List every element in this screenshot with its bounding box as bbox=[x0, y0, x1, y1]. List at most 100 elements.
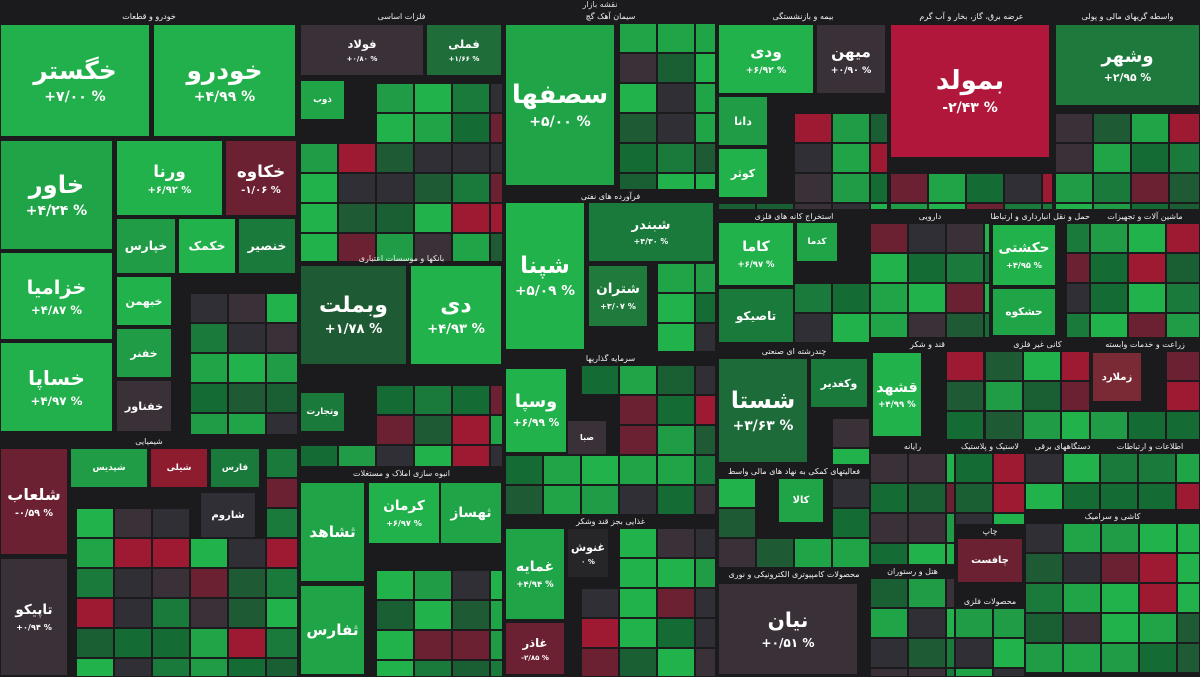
small-tile bbox=[228, 658, 266, 677]
small-tile bbox=[928, 203, 966, 210]
small-tile bbox=[414, 570, 452, 600]
small-tile bbox=[190, 538, 228, 568]
small-tile bbox=[619, 53, 657, 83]
small-tile bbox=[490, 570, 503, 600]
small-tile bbox=[946, 543, 955, 565]
small-tile bbox=[946, 483, 955, 513]
small-tile bbox=[1055, 113, 1093, 143]
small-tile bbox=[985, 351, 1023, 381]
stock-tile: شیلی bbox=[150, 448, 208, 488]
small-tile bbox=[695, 173, 716, 190]
small-tile bbox=[490, 660, 503, 677]
small-tile bbox=[376, 203, 414, 233]
small-tile bbox=[266, 598, 298, 628]
small-tile bbox=[619, 485, 657, 515]
small-tile bbox=[152, 508, 190, 538]
small-tile bbox=[718, 478, 756, 508]
small-tile bbox=[619, 83, 657, 113]
small-tile bbox=[695, 455, 716, 485]
small-tile bbox=[955, 608, 993, 638]
small-tile bbox=[832, 538, 870, 568]
small-tile bbox=[414, 83, 452, 113]
small-tile bbox=[152, 658, 190, 677]
small-tile bbox=[832, 508, 870, 538]
stock-change: +۳/۰۷ % bbox=[600, 301, 636, 311]
small-tile bbox=[376, 600, 414, 630]
stock-name: وسپا bbox=[514, 392, 558, 412]
small-tile bbox=[695, 395, 716, 425]
small-tile bbox=[452, 113, 490, 143]
sector-title: فرآورده های نفتی bbox=[580, 192, 641, 201]
small-tile bbox=[619, 455, 657, 485]
stock-change: +۰/۹۴ % bbox=[16, 622, 52, 632]
small-tile bbox=[870, 513, 908, 543]
small-tile bbox=[1166, 283, 1200, 313]
small-tile bbox=[966, 173, 1004, 203]
small-tile bbox=[266, 413, 298, 435]
stock-tile: خفنر bbox=[116, 328, 172, 378]
small-tile bbox=[76, 658, 114, 677]
sector-title: محصولات کامپیوتری الکترونیکی و نوری bbox=[728, 570, 860, 579]
stock-tile: سصفها +۵/۰۰ % bbox=[505, 24, 615, 186]
small-tile bbox=[266, 353, 298, 383]
stock-tile: فولاد +۰/۸۰ % bbox=[300, 24, 424, 76]
small-tile bbox=[266, 448, 298, 478]
stock-name: ثشاهد bbox=[309, 523, 356, 541]
stock-tile: شستا +۳/۶۳ % bbox=[718, 358, 808, 463]
stock-name: خکمک bbox=[188, 239, 226, 253]
small-tile bbox=[114, 598, 152, 628]
sector-title: چندرشته ای صنعتی bbox=[761, 347, 827, 356]
stock-tile: شبندر +۴/۳۰ % bbox=[588, 202, 714, 262]
small-tile bbox=[1063, 583, 1101, 613]
small-tile bbox=[338, 173, 376, 203]
stock-change: -۲/۴۳ % bbox=[942, 100, 998, 116]
small-tile bbox=[870, 668, 908, 677]
small-tile bbox=[946, 283, 984, 313]
stock-tile: خاور +۴/۲۴ % bbox=[0, 140, 113, 250]
small-tile bbox=[695, 293, 716, 323]
small-tile bbox=[1101, 523, 1139, 553]
small-tile bbox=[505, 485, 543, 515]
small-tile bbox=[228, 323, 266, 353]
small-tile bbox=[300, 173, 338, 203]
small-tile bbox=[490, 83, 503, 113]
small-tile bbox=[228, 538, 266, 568]
small-tile bbox=[1055, 173, 1093, 203]
small-tile bbox=[832, 173, 870, 203]
small-tile bbox=[657, 425, 695, 455]
small-tile bbox=[1025, 453, 1063, 483]
small-tile bbox=[490, 173, 503, 203]
small-tile bbox=[581, 588, 619, 618]
sector-title: زراعت و خدمات وابسته bbox=[1105, 340, 1185, 349]
sector-title: سرمایه گذاریها bbox=[585, 354, 636, 363]
stock-change: +۱/۶۶ % bbox=[448, 55, 480, 63]
small-tile bbox=[1169, 203, 1200, 210]
stock-change: +۶/۹۷ % bbox=[737, 259, 775, 269]
sector-title: سیمان آهک گچ bbox=[585, 12, 636, 21]
sector-title: بانکها و موسسات اعتباری bbox=[358, 254, 445, 263]
small-tile bbox=[908, 578, 946, 608]
stock-name: خپارس bbox=[124, 239, 168, 253]
small-tile bbox=[908, 483, 946, 513]
small-tile bbox=[619, 588, 657, 618]
small-tile bbox=[695, 53, 716, 83]
stock-tile: زملارد bbox=[1092, 352, 1142, 402]
small-tile bbox=[266, 293, 298, 323]
stock-name: ورنا bbox=[153, 160, 186, 181]
small-tile bbox=[984, 283, 990, 313]
small-tile bbox=[1166, 223, 1200, 253]
small-tile bbox=[414, 173, 452, 203]
small-tile bbox=[190, 658, 228, 677]
small-tile bbox=[1176, 453, 1200, 483]
small-tile bbox=[1061, 351, 1090, 381]
stock-tile: تاصیکو bbox=[718, 288, 794, 343]
small-tile bbox=[1131, 143, 1169, 173]
small-tile bbox=[1169, 173, 1200, 203]
small-tile bbox=[266, 658, 298, 677]
small-tile bbox=[1090, 411, 1128, 440]
stock-tile: دی +۴/۹۳ % bbox=[410, 265, 502, 365]
small-tile bbox=[695, 558, 716, 588]
small-tile bbox=[984, 313, 990, 338]
small-tile bbox=[946, 453, 955, 483]
sector-title: رایانه bbox=[903, 442, 922, 451]
